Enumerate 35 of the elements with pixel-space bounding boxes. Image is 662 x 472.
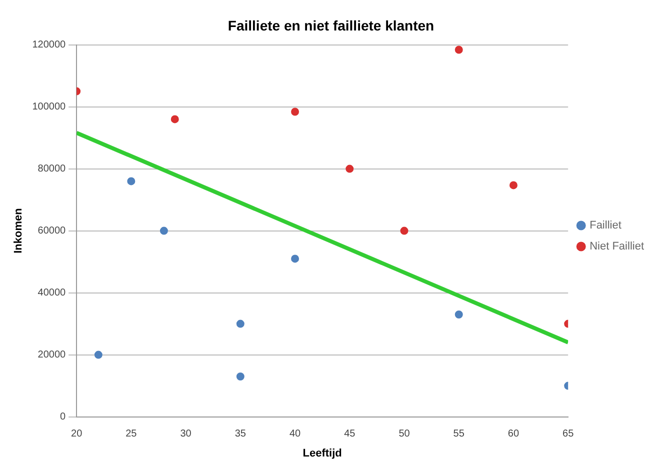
y-tick-label: 100000	[32, 102, 66, 113]
y-tick-label: 120000	[32, 40, 66, 51]
x-tick-label: 25	[126, 428, 138, 440]
point	[291, 254, 300, 263]
point	[127, 177, 136, 186]
point	[454, 46, 463, 54]
legend-label: Failliet	[590, 220, 622, 232]
x-tick-label: 65	[562, 428, 574, 440]
point	[160, 226, 168, 235]
x-tick-label: 55	[453, 428, 465, 440]
y-tick-label: 80000	[38, 164, 66, 175]
legend-label: Niet Failliet	[590, 240, 644, 253]
x-tick-label: 35	[234, 428, 246, 440]
point	[346, 164, 354, 173]
x-tick-label: 40	[289, 428, 302, 440]
point	[94, 350, 102, 359]
point	[236, 320, 244, 328]
y-axis-title: Inkomen	[12, 208, 25, 254]
y-tick-label: 0	[60, 412, 66, 423]
y-tick-label: 40000	[38, 288, 66, 299]
point	[400, 226, 408, 235]
point	[236, 372, 244, 380]
x-tick-label: 30	[180, 428, 192, 440]
x-axis-title: Leeftijd	[302, 447, 342, 460]
y-tick-label: 60000	[38, 226, 66, 237]
point	[509, 181, 518, 190]
x-tick-label: 60	[508, 428, 520, 440]
x-tick-label: 50	[398, 428, 410, 440]
y-tick-label: 20000	[38, 350, 66, 361]
x-tick-label: 45	[344, 428, 356, 440]
x-tick-label: 20	[71, 428, 83, 440]
point	[291, 108, 300, 116]
chart-title: Failliete en niet failliete klanten	[228, 17, 434, 34]
point	[170, 115, 179, 124]
point	[454, 310, 463, 318]
